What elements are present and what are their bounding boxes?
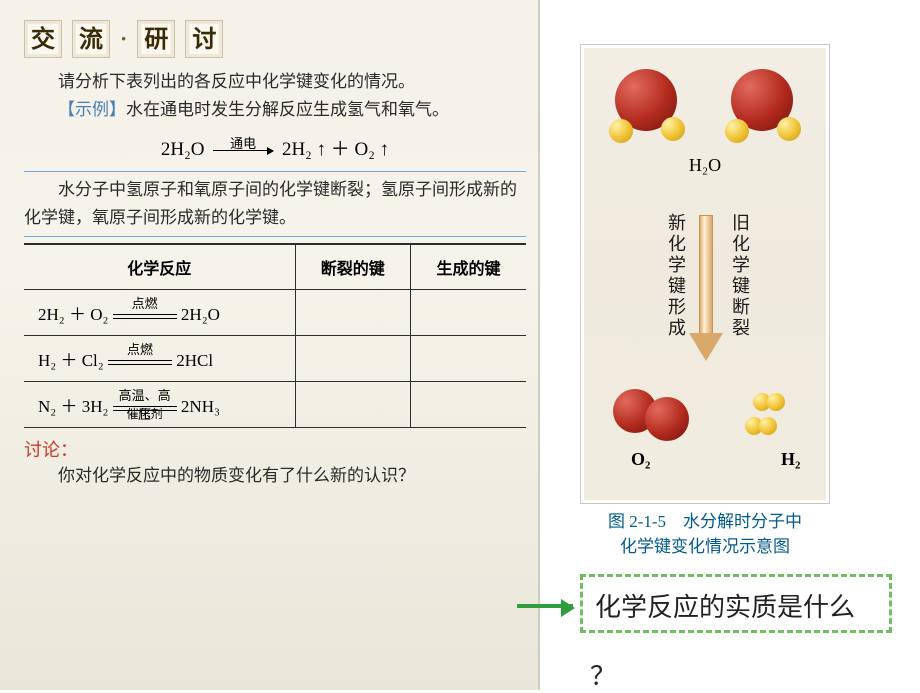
oxygen-atom-icon	[645, 397, 689, 441]
cell-formed	[411, 336, 526, 382]
title-char: 研	[137, 20, 175, 58]
rule	[24, 171, 526, 172]
table-row: H₂ ＋ Cl₂ 点燃 2HCl	[24, 336, 526, 382]
o2-label: O₂	[631, 449, 650, 470]
hydrogen-atom-icon	[759, 417, 777, 435]
hydrogen-atom-icon	[777, 117, 801, 141]
h2o-label: H₂O	[581, 155, 829, 176]
cell-reaction: 2H₂ ＋ O₂ 点燃 2H₂O	[24, 290, 295, 336]
callout-qmark: ？	[590, 656, 616, 693]
left-panel: 交 流 · 研 讨 请分析下表列出的各反应中化学键变化的情况。 【示例】水在通电…	[0, 0, 540, 690]
vtext-old-bond: 旧化学键断裂	[727, 213, 753, 339]
eq-right: 2H₂ ↑ ＋ O₂ ↑	[282, 139, 389, 160]
callout-text: 化学反应的实质是什么	[595, 593, 855, 622]
title-char: 交	[24, 20, 62, 58]
th-broken: 断裂的键	[295, 244, 410, 290]
rule	[24, 236, 526, 237]
eq-arrow: 高温、高压 催化剂	[113, 403, 177, 413]
question-callout: 化学反应的实质是什么	[580, 574, 892, 633]
eq-arrow: 点燃	[108, 357, 172, 367]
cell-broken	[295, 382, 410, 428]
title-char: 讨	[185, 20, 223, 58]
example-tag: 【示例】	[58, 100, 126, 119]
table-header-row: 化学反应 断裂的键 生成的键	[24, 244, 526, 290]
hydrogen-atom-icon	[609, 119, 633, 143]
th-reaction: 化学反应	[24, 244, 295, 290]
arrow-right-icon	[517, 604, 573, 608]
eq-arrow: 点燃	[113, 311, 177, 321]
table-row: 2H₂ ＋ O₂ 点燃 2H₂O	[24, 290, 526, 336]
cell-formed	[411, 290, 526, 336]
hydrogen-atom-icon	[725, 119, 749, 143]
main-equation: 2H₂O 通电 2H₂ ↑ ＋ O₂ ↑	[24, 134, 526, 161]
eq-left: 2H₂O	[161, 139, 205, 160]
cell-broken	[295, 336, 410, 382]
cell-formed	[411, 382, 526, 428]
discuss-text: 你对化学反应中的物质变化有了什么新的认识？	[24, 462, 526, 490]
title-separator: ·	[120, 26, 127, 52]
down-arrow-icon	[693, 215, 719, 365]
th-formed: 生成的键	[411, 244, 526, 290]
eq-condition: 通电	[213, 133, 273, 152]
example-text: 水在通电时发生分解反应生成氢气和氧气。	[126, 100, 449, 119]
intro-paragraph: 请分析下表列出的各反应中化学键变化的情况。	[24, 68, 526, 96]
vtext-new-bond: 新化学键形成	[663, 213, 689, 339]
h2-label: H₂	[781, 449, 800, 470]
hydrogen-atom-icon	[661, 117, 685, 141]
hydrogen-atom-icon	[767, 393, 785, 411]
table-row: N₂ ＋ 3H₂ 高温、高压 催化剂 2NH₃	[24, 382, 526, 428]
eq-arrow: 通电	[213, 150, 273, 151]
figure-caption: 图 2-1-5 水分解时分子中 化学键变化情况示意图	[580, 510, 830, 559]
panel-title: 交 流 · 研 讨	[24, 20, 526, 58]
right-area: H₂O 新化学键形成 旧化学键断裂 O₂ H₂ 图 2-1-5 水分解时分子中 …	[540, 0, 920, 690]
example-line: 【示例】水在通电时发生分解反应生成氢气和氧气。	[24, 96, 526, 124]
cell-reaction: H₂ ＋ Cl₂ 点燃 2HCl	[24, 336, 295, 382]
figure-box: H₂O 新化学键形成 旧化学键断裂 O₂ H₂	[580, 44, 830, 504]
discuss-label: 讨论：	[24, 436, 526, 462]
reaction-table: 化学反应 断裂的键 生成的键 2H₂ ＋ O₂ 点燃 2H₂O H₂ ＋ Cl₂…	[24, 243, 526, 428]
title-char: 流	[72, 20, 110, 58]
cell-reaction: N₂ ＋ 3H₂ 高温、高压 催化剂 2NH₃	[24, 382, 295, 428]
cell-broken	[295, 290, 410, 336]
explanation-paragraph: 水分子中氢原子和氧原子间的化学键断裂；氢原子间形成新的化学键，氧原子间形成新的化…	[24, 176, 526, 232]
